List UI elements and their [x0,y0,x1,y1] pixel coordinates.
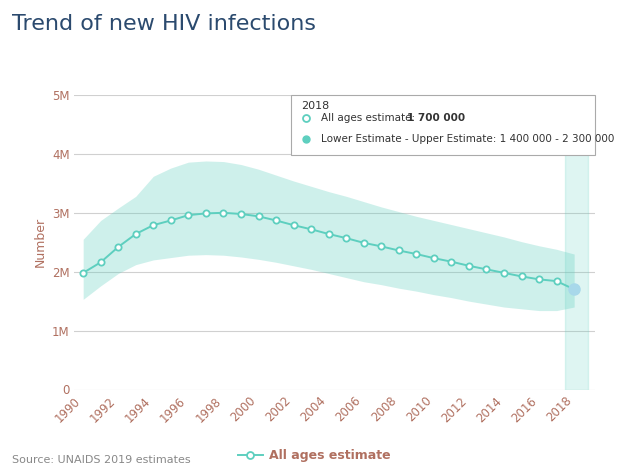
Text: 1 700 000: 1 700 000 [407,113,465,123]
Text: All ages estimate:: All ages estimate: [321,113,418,123]
Bar [565,95,588,389]
Legend: All ages estimate: All ages estimate [232,444,396,467]
Text: Source: UNAIDS 2019 estimates: Source: UNAIDS 2019 estimates [12,455,191,465]
Text: 2018: 2018 [301,101,329,111]
Text: Lower Estimate - Upper Estimate: 1 400 000 - 2 300 000: Lower Estimate - Upper Estimate: 1 400 0… [321,134,614,144]
Y-axis label: Number: Number [33,217,46,267]
Text: Trend of new HIV infections: Trend of new HIV infections [12,14,316,34]
FancyBboxPatch shape [291,95,595,155]
